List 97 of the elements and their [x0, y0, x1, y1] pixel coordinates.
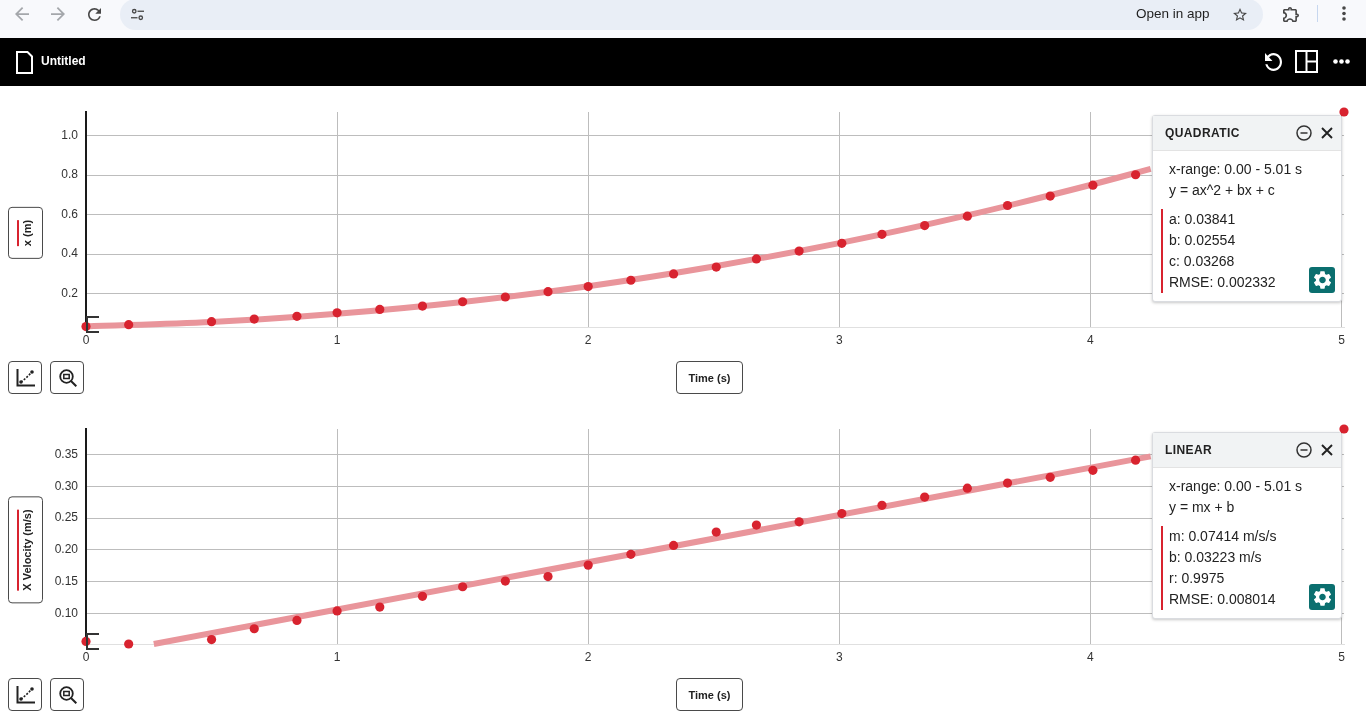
annotation: y = ax^2 + bx + c	[1169, 181, 1276, 200]
point	[417, 301, 428, 311]
point	[583, 281, 593, 292]
point	[1130, 455, 1141, 465]
text: Untitled	[41, 54, 86, 68]
point	[583, 560, 593, 570]
point	[124, 639, 134, 649]
annotation: m: 0.07414 m/s/s	[1169, 527, 1278, 546]
x-axis-title: Time (s)	[688, 371, 731, 384]
y-axis-title: X Velocity (m/s)	[17, 509, 34, 591]
y-tick-label: 0.30	[54, 478, 79, 493]
point	[711, 262, 721, 272]
point	[626, 275, 636, 285]
point	[458, 582, 468, 592]
x-axis-title: Time (s)	[688, 688, 731, 701]
annotation: RMSE: 0.008014	[1169, 590, 1277, 609]
text: Open in app	[1136, 6, 1210, 22]
point	[500, 576, 510, 586]
point	[375, 602, 385, 612]
point	[206, 317, 217, 327]
point	[668, 540, 679, 551]
annotation: QUADRATIC	[1165, 126, 1240, 140]
y-tick-label: 0.35	[54, 446, 79, 461]
x-tick-label: 5	[1338, 332, 1346, 347]
y-tick-label: 0.15	[54, 573, 79, 588]
point	[249, 314, 259, 324]
y-tick-label: 0.10	[54, 605, 79, 620]
point	[837, 509, 847, 519]
point	[458, 297, 468, 307]
y-tick-label: 0.20	[54, 542, 79, 557]
annotation: y = mx + b	[1169, 498, 1236, 517]
point	[920, 221, 930, 231]
y-tick-label: 0.8	[61, 167, 79, 182]
point	[1088, 465, 1098, 475]
axis-title-button: Time (s)	[676, 678, 743, 711]
x-tick-label: 5	[1338, 649, 1346, 664]
y-tick-label: 0.25	[54, 510, 79, 525]
point	[375, 304, 385, 315]
point	[1045, 472, 1055, 482]
point	[124, 320, 134, 330]
point	[500, 292, 510, 302]
annotation: b: 0.02554	[1169, 231, 1237, 250]
annotation: LINEAR	[1165, 443, 1213, 457]
point	[1002, 200, 1013, 211]
annotation: r: 0.9975	[1169, 569, 1226, 588]
point	[332, 606, 342, 616]
point	[1088, 180, 1098, 190]
point	[751, 254, 762, 264]
point	[417, 591, 428, 601]
point	[543, 287, 553, 297]
annotation: x-range: 0.00 - 5.01 s	[1169, 477, 1304, 496]
x-tick-label: 0	[82, 649, 90, 664]
point	[877, 500, 887, 510]
x-tick-label: 3	[835, 649, 843, 664]
point	[249, 624, 259, 634]
point	[626, 549, 636, 559]
point	[292, 311, 302, 321]
point	[206, 634, 217, 645]
point	[292, 615, 302, 626]
point	[962, 211, 972, 221]
point	[1130, 170, 1141, 180]
axis-title-button: x (m)	[8, 206, 43, 260]
point	[1045, 191, 1055, 201]
x-tick-label: 4	[1087, 649, 1095, 664]
point	[1339, 107, 1349, 117]
x-tick-label: 2	[584, 332, 592, 347]
point	[543, 571, 553, 582]
y-tick-label: 1.0	[61, 127, 79, 142]
point	[962, 483, 972, 493]
x-tick-label: 0	[82, 332, 90, 347]
annotation: b: 0.03223 m/s	[1169, 548, 1263, 567]
x-tick-label: 4	[1087, 332, 1095, 347]
point	[1002, 478, 1013, 488]
y-tick-label: 0.4	[61, 246, 79, 261]
axis-title-button: Time (s)	[676, 361, 743, 394]
x-tick-label: 2	[584, 649, 592, 664]
point	[794, 246, 804, 256]
x-tick-label: 3	[835, 332, 843, 347]
point	[877, 229, 887, 239]
point	[751, 520, 762, 530]
point	[794, 517, 804, 527]
x-tick-label: 1	[333, 649, 341, 664]
point	[1339, 424, 1349, 434]
point	[711, 527, 721, 537]
annotation: a: 0.03841	[1169, 210, 1237, 229]
axis-title-button: X Velocity (m/s)	[8, 496, 43, 604]
y-axis-title: x (m)	[17, 219, 34, 247]
annotation: RMSE: 0.002332	[1169, 273, 1277, 292]
y-tick-label: 0.6	[61, 206, 79, 221]
annotation: x-range: 0.00 - 5.01 s	[1169, 160, 1304, 179]
x-tick-label: 1	[333, 332, 341, 347]
point	[332, 308, 342, 318]
point	[668, 269, 679, 279]
annotation: c: 0.03268	[1169, 252, 1236, 271]
point	[920, 492, 930, 502]
point	[837, 238, 847, 248]
y-tick-label: 0.2	[61, 285, 79, 300]
